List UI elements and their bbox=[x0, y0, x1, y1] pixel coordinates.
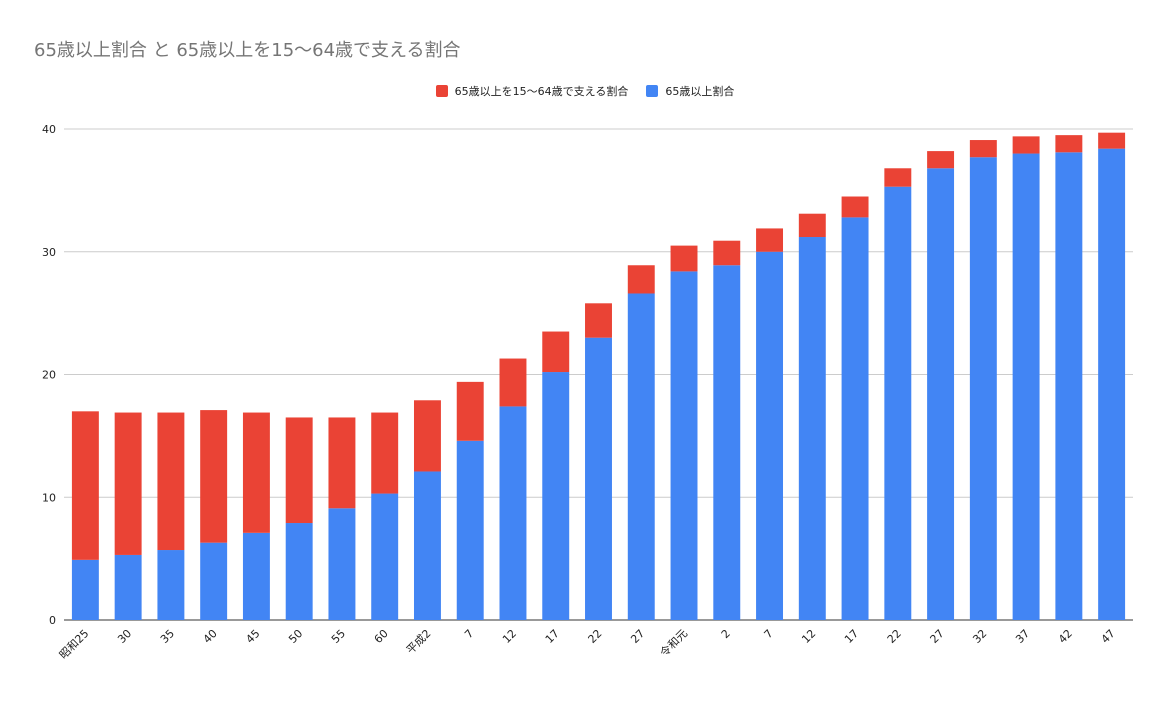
x-tick-label-12: 22 bbox=[586, 627, 605, 646]
legend-label-support-ratio: 65歳以上を15〜64歳で支える割合 bbox=[454, 85, 629, 98]
bar-elderly-ratio-5[interactable] bbox=[285, 523, 313, 620]
bar-support-ratio-10[interactable] bbox=[499, 358, 527, 407]
bar-elderly-ratio-9[interactable] bbox=[456, 440, 484, 620]
x-tick-label-24: 47 bbox=[1099, 627, 1118, 646]
x-tick-label-16: 7 bbox=[762, 627, 776, 641]
x-tick-label-0: 昭和25 bbox=[57, 627, 92, 662]
chart-title: 65歳以上割合 と 65歳以上を15〜64歳で支える割合 bbox=[34, 40, 461, 61]
x-tick-label-2: 35 bbox=[158, 627, 177, 646]
y-tick-label-30: 30 bbox=[42, 246, 56, 259]
bar-elderly-ratio-2[interactable] bbox=[157, 550, 185, 620]
bar-elderly-ratio-15[interactable] bbox=[713, 265, 741, 620]
bar-elderly-ratio-23[interactable] bbox=[1055, 152, 1083, 620]
y-tick-label-10: 10 bbox=[42, 491, 56, 504]
x-tick-label-14: 令和元 bbox=[657, 626, 690, 659]
bar-support-ratio-23[interactable] bbox=[1055, 135, 1083, 153]
x-tick-label-11: 17 bbox=[543, 627, 562, 646]
bar-support-ratio-1[interactable] bbox=[114, 412, 142, 555]
bar-support-ratio-6[interactable] bbox=[328, 417, 356, 509]
bar-support-ratio-8[interactable] bbox=[413, 400, 441, 472]
y-tick-label-20: 20 bbox=[42, 369, 56, 382]
bar-support-ratio-11[interactable] bbox=[542, 331, 570, 373]
x-tick-label-17: 12 bbox=[799, 627, 818, 646]
legend-swatch-elderly-ratio bbox=[646, 85, 659, 97]
bar-elderly-ratio-10[interactable] bbox=[499, 406, 527, 620]
x-tick-label-13: 27 bbox=[628, 627, 647, 646]
bar-support-ratio-3[interactable] bbox=[200, 410, 228, 543]
bar-support-ratio-19[interactable] bbox=[884, 168, 912, 187]
bar-elderly-ratio-13[interactable] bbox=[627, 293, 655, 620]
bar-elderly-ratio-19[interactable] bbox=[884, 186, 912, 620]
bar-elderly-ratio-7[interactable] bbox=[371, 493, 399, 620]
bar-elderly-ratio-0[interactable] bbox=[71, 559, 99, 620]
bar-support-ratio-7[interactable] bbox=[371, 412, 399, 494]
bar-support-ratio-14[interactable] bbox=[670, 245, 698, 272]
bar-support-ratio-5[interactable] bbox=[285, 417, 313, 524]
bar-support-ratio-15[interactable] bbox=[713, 240, 741, 266]
bar-support-ratio-9[interactable] bbox=[456, 381, 484, 441]
x-tick-label-20: 27 bbox=[928, 627, 947, 646]
bar-elderly-ratio-6[interactable] bbox=[328, 508, 356, 620]
bar-elderly-ratio-24[interactable] bbox=[1098, 148, 1126, 620]
bar-elderly-ratio-21[interactable] bbox=[969, 157, 997, 621]
bar-support-ratio-16[interactable] bbox=[756, 228, 784, 252]
bar-elderly-ratio-3[interactable] bbox=[200, 542, 228, 620]
bar-elderly-ratio-4[interactable] bbox=[242, 532, 270, 620]
x-tick-label-4: 45 bbox=[243, 627, 262, 646]
legend-swatch-support-ratio bbox=[435, 85, 448, 97]
bar-elderly-ratio-16[interactable] bbox=[756, 251, 784, 620]
x-tick-label-1: 30 bbox=[115, 627, 134, 646]
bar-support-ratio-2[interactable] bbox=[157, 412, 185, 551]
x-tick-label-18: 17 bbox=[842, 627, 861, 646]
bar-support-ratio-20[interactable] bbox=[927, 151, 955, 169]
bar-support-ratio-13[interactable] bbox=[627, 265, 655, 294]
bar-elderly-ratio-22[interactable] bbox=[1012, 153, 1040, 621]
x-tick-label-5: 50 bbox=[286, 627, 305, 646]
x-tick-label-3: 40 bbox=[201, 627, 220, 646]
x-tick-label-6: 55 bbox=[329, 627, 348, 646]
bar-elderly-ratio-17[interactable] bbox=[798, 237, 826, 620]
bar-elderly-ratio-20[interactable] bbox=[927, 168, 955, 620]
legend-label-elderly-ratio: 65歳以上割合 bbox=[665, 85, 735, 98]
bar-elderly-ratio-18[interactable] bbox=[841, 217, 869, 620]
x-tick-label-15: 2 bbox=[719, 627, 733, 641]
x-tick-label-9: 7 bbox=[462, 627, 476, 641]
x-tick-label-23: 42 bbox=[1056, 627, 1075, 646]
x-tick-label-22: 37 bbox=[1013, 627, 1032, 646]
bar-elderly-ratio-14[interactable] bbox=[670, 271, 698, 620]
bar-support-ratio-21[interactable] bbox=[969, 140, 997, 158]
x-tick-label-7: 60 bbox=[372, 627, 391, 646]
bar-support-ratio-18[interactable] bbox=[841, 196, 869, 218]
bar-support-ratio-22[interactable] bbox=[1012, 136, 1040, 154]
x-tick-label-8: 平成2 bbox=[404, 627, 434, 657]
bar-support-ratio-4[interactable] bbox=[242, 412, 270, 533]
x-tick-label-10: 12 bbox=[500, 627, 519, 646]
bar-elderly-ratio-1[interactable] bbox=[114, 554, 142, 620]
y-tick-label-40: 40 bbox=[42, 123, 56, 136]
bar-support-ratio-12[interactable] bbox=[585, 303, 612, 338]
x-tick-label-21: 32 bbox=[970, 627, 989, 646]
bar-elderly-ratio-8[interactable] bbox=[413, 471, 441, 620]
y-tick-label-0: 0 bbox=[49, 614, 56, 627]
bar-support-ratio-0[interactable] bbox=[71, 411, 99, 560]
bar-elderly-ratio-12[interactable] bbox=[585, 337, 612, 620]
bar-support-ratio-24[interactable] bbox=[1098, 132, 1126, 149]
bar-elderly-ratio-11[interactable] bbox=[542, 372, 570, 620]
legend: 65歳以上を15〜64歳で支える割合 65歳以上割合 bbox=[0, 83, 1170, 99]
legend-item-support-ratio[interactable]: 65歳以上を15〜64歳で支える割合 bbox=[435, 83, 629, 99]
legend-item-elderly-ratio[interactable]: 65歳以上割合 bbox=[646, 83, 734, 99]
bar-support-ratio-17[interactable] bbox=[798, 213, 826, 238]
x-tick-label-19: 22 bbox=[885, 627, 904, 646]
